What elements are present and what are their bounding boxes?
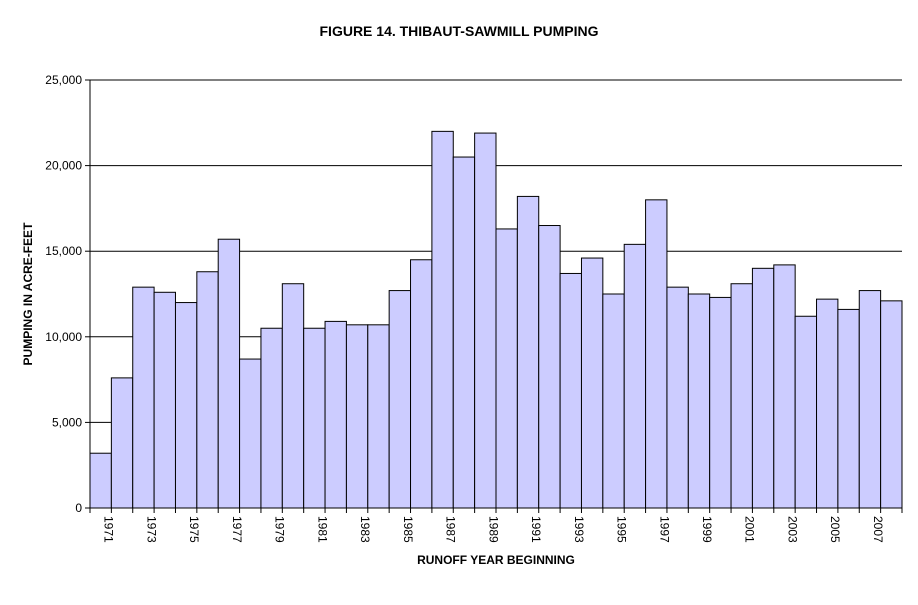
bar-1997 bbox=[645, 199, 668, 509]
bar-1989 bbox=[474, 132, 497, 509]
bar-2000 bbox=[709, 296, 732, 509]
x-tick-label: 1973 bbox=[144, 516, 158, 543]
x-tick-label: 1987 bbox=[444, 516, 458, 543]
x-tick-label: 2007 bbox=[871, 516, 885, 543]
y-tick-label: 15,000 bbox=[45, 244, 82, 258]
bar-1987 bbox=[431, 130, 454, 509]
x-tick-label: 2005 bbox=[828, 516, 842, 543]
x-tick-label: 1971 bbox=[102, 516, 116, 543]
bar-1995 bbox=[602, 293, 625, 509]
bar-1980 bbox=[281, 283, 305, 509]
x-tick-label: 2003 bbox=[785, 516, 799, 543]
y-tick-label: 10,000 bbox=[45, 330, 82, 344]
bar-1983 bbox=[345, 324, 369, 509]
x-tick-label: 1991 bbox=[529, 516, 543, 543]
x-tick-label: 1997 bbox=[657, 516, 671, 543]
bar-1973 bbox=[132, 286, 155, 509]
bar-1998 bbox=[666, 286, 689, 509]
x-tick-label: 1999 bbox=[700, 516, 714, 543]
bar-1978 bbox=[239, 358, 262, 509]
bar-1985 bbox=[388, 290, 412, 509]
bars bbox=[89, 130, 903, 509]
y-tick-labels: 0 5,000 10,000 15,000 20,000 25,000 bbox=[45, 73, 82, 515]
y-tick-label: 0 bbox=[75, 501, 82, 515]
bar-2004 bbox=[794, 315, 818, 509]
bar-1991 bbox=[516, 195, 540, 509]
x-tick-label: 1979 bbox=[273, 516, 287, 543]
bar-1990 bbox=[495, 228, 518, 509]
bar-2005 bbox=[816, 298, 839, 509]
bar-1975 bbox=[174, 302, 198, 509]
y-tick-label: 20,000 bbox=[45, 159, 82, 173]
bar-1999 bbox=[687, 293, 711, 509]
x-tick-label: 1977 bbox=[230, 516, 244, 543]
bar-1974 bbox=[153, 291, 176, 509]
x-tick-labels: 1971 1973 1975 1977 1979 1981 1983 1985 1987 1989… bbox=[102, 516, 885, 543]
bar-1981 bbox=[303, 327, 326, 509]
y-tick-label: 25,000 bbox=[45, 73, 82, 87]
bar-1971 bbox=[89, 452, 112, 509]
bar-2006 bbox=[837, 308, 860, 509]
bar-2003 bbox=[773, 264, 796, 509]
bar-2001 bbox=[730, 283, 753, 509]
x-axis-label: RUNOFF YEAR BEGINNING bbox=[417, 553, 575, 567]
bar-1992 bbox=[538, 225, 561, 509]
x-tick-label: 1975 bbox=[187, 516, 201, 543]
x-tick-label: 1983 bbox=[358, 516, 372, 543]
x-tick-label: 1993 bbox=[572, 516, 586, 543]
bar-1972 bbox=[110, 377, 134, 509]
bar-1994 bbox=[580, 257, 604, 509]
bar-1996 bbox=[623, 243, 647, 509]
bar-1988 bbox=[452, 156, 476, 509]
bar-2002 bbox=[751, 267, 775, 509]
y-tick-label: 5,000 bbox=[52, 415, 82, 429]
x-tick-label: 1995 bbox=[615, 516, 629, 543]
bar-1993 bbox=[559, 272, 582, 509]
y-axis-label: PUMPING IN ACRE-FEET bbox=[21, 222, 35, 366]
bar-1977 bbox=[217, 238, 241, 509]
x-tick-label: 1981 bbox=[315, 516, 329, 543]
bar-1979 bbox=[260, 327, 283, 509]
bar-1982 bbox=[324, 320, 347, 509]
bar-2008 bbox=[880, 300, 903, 509]
bar-2007 bbox=[858, 290, 882, 509]
bar-1984 bbox=[367, 324, 390, 509]
x-tick-label: 1985 bbox=[401, 516, 415, 543]
chart-title: FIGURE 14. THIBAUT-SAWMILL PUMPING bbox=[320, 23, 599, 39]
x-tick-label: 2001 bbox=[743, 516, 757, 543]
bar-1986 bbox=[410, 259, 433, 509]
bar-1976 bbox=[196, 271, 219, 509]
x-tick-label: 1989 bbox=[486, 516, 500, 543]
axes bbox=[85, 79, 903, 513]
